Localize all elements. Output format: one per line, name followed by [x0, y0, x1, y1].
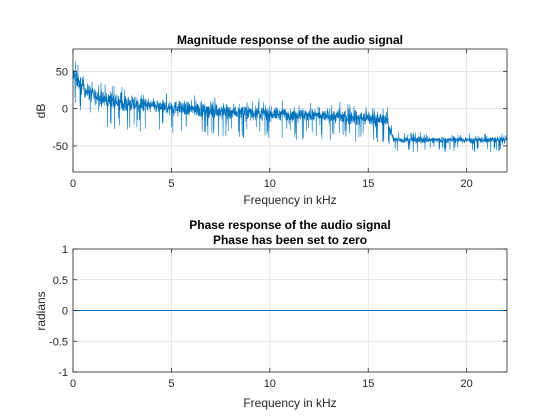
phase-ylabel: radians — [34, 291, 48, 330]
phase-title: Phase response of the audio signal — [189, 218, 390, 232]
phase-xtick-label: 0 — [70, 378, 76, 390]
phase-xtick-label: 15 — [362, 378, 374, 390]
magnitude-ytick-label: -50 — [52, 141, 68, 153]
magnitude-xtick-label: 0 — [70, 178, 76, 190]
magnitude-xtick-label: 10 — [264, 178, 276, 190]
magnitude-ytick-label: 50 — [56, 66, 68, 78]
magnitude-ytick-label: 0 — [62, 104, 68, 116]
magnitude-series-line — [73, 61, 507, 153]
phase-ytick-label: 0.5 — [53, 275, 68, 287]
phase-xtick-label: 5 — [168, 378, 174, 390]
phase-ytick-label: -1 — [58, 367, 68, 379]
magnitude-xtick-label: 15 — [362, 178, 374, 190]
phase-ytick-label: -0.5 — [49, 336, 68, 348]
magnitude-xtick-label: 5 — [168, 178, 174, 190]
magnitude-xlabel: Frequency in kHz — [243, 193, 336, 207]
magnitude-plot: 0 5 10 15 20 -50 0 50 Magnitude response of the… — [34, 33, 508, 207]
magnitude-xtick-label: 20 — [461, 178, 473, 190]
phase-ticks: 0 5 10 15 20 -1 -0.5 0 0.5 1 — [49, 244, 507, 390]
magnitude-ticks: 0 5 10 15 20 -50 0 50 — [52, 49, 507, 190]
phase-ytick-label: 1 — [62, 244, 68, 256]
phase-xtick-label: 20 — [461, 378, 473, 390]
magnitude-title: Magnitude response of the audio signal — [177, 33, 403, 47]
phase-plot: 0 5 10 15 20 -1 -0.5 0 0.5 1 Phase response of th… — [34, 218, 508, 410]
phase-xtick-label: 10 — [264, 378, 276, 390]
phase-ytick-label: 0 — [62, 306, 68, 318]
phase-subtitle: Phase has been set to zero — [213, 233, 367, 247]
phase-xlabel: Frequency in kHz — [243, 396, 336, 410]
magnitude-plot-frame — [72, 48, 508, 173]
magnitude-plot-area — [73, 49, 507, 172]
magnitude-ylabel: dB — [34, 104, 48, 119]
